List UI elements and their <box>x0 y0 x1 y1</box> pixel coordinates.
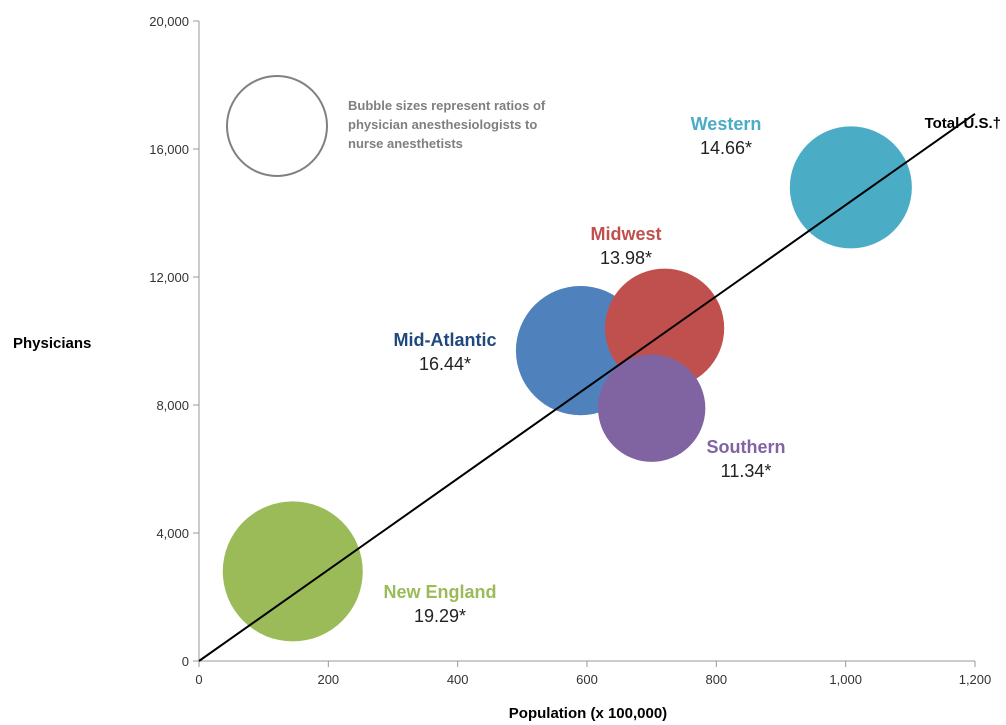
y-tick-label: 8,000 <box>156 398 189 413</box>
bubble-size-legend-circle <box>226 75 328 177</box>
y-tick-label: 0 <box>182 654 189 669</box>
label-southern: Southern <box>707 437 786 457</box>
bubble-labels: New England 19.29* Mid-Atlantic 16.44* Midwe… <box>383 114 785 626</box>
size-note-line-1: Bubble sizes represent ratios of <box>348 98 546 113</box>
y-tick-label: 4,000 <box>156 526 189 541</box>
ratio-southern: 11.34* <box>721 461 772 481</box>
size-note-line-3: nurse anesthetists <box>348 136 463 151</box>
bubbles <box>222 126 912 642</box>
ratio-new-england: 19.29* <box>414 606 466 626</box>
bubble-new-england <box>222 501 363 642</box>
ratio-mid-atlantic: 16.44* <box>419 354 471 374</box>
x-tick-label: 1,000 <box>829 672 862 687</box>
x-tick-label: 600 <box>576 672 598 687</box>
y-axis-title: Physicians <box>13 335 91 352</box>
x-tick-label: 0 <box>195 672 202 687</box>
bubble-western <box>789 126 912 249</box>
size-note-line-2: physician anesthesiologists to <box>348 117 537 132</box>
y-tick-label: 16,000 <box>149 142 189 157</box>
x-tick-label: 400 <box>447 672 469 687</box>
label-new-england: New England <box>383 582 496 602</box>
x-axis-ticks: 0 200 400 600 800 1,000 1,200 <box>195 661 991 687</box>
ratio-midwest: 13.98* <box>600 248 652 268</box>
y-tick-label: 12,000 <box>149 270 189 285</box>
label-mid-atlantic: Mid-Atlantic <box>394 330 497 350</box>
x-tick-label: 200 <box>317 672 339 687</box>
label-midwest: Midwest <box>590 224 661 244</box>
y-axis-ticks: 0 4,000 8,000 12,000 16,000 20,000 <box>149 14 199 669</box>
ratio-western: 14.66* <box>700 138 752 158</box>
label-western: Western <box>691 114 762 134</box>
bubble-southern <box>597 354 706 462</box>
x-tick-label: 1,200 <box>959 672 992 687</box>
x-tick-label: 800 <box>705 672 727 687</box>
x-axis-title: Population (x 100,000) <box>509 705 667 722</box>
total-us-label: Total U.S.† <box>925 115 1001 132</box>
y-tick-label: 20,000 <box>149 14 189 29</box>
total-us-trend-line <box>198 112 976 662</box>
